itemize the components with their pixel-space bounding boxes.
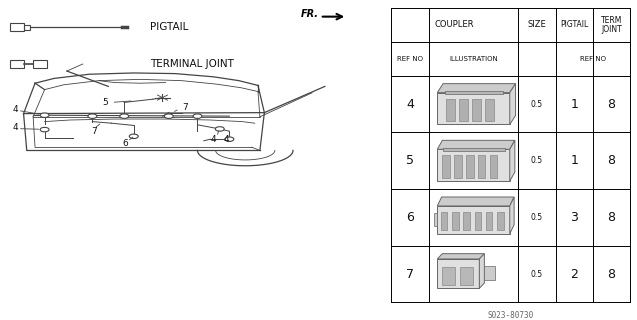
Bar (486, 212, 492, 230)
Text: 8: 8 (608, 154, 615, 167)
Text: S023-80730: S023-80730 (487, 311, 534, 320)
Bar (437, 149, 510, 181)
Bar (454, 156, 462, 178)
Bar (443, 148, 505, 150)
Text: 8: 8 (608, 211, 615, 224)
Text: REF NO: REF NO (397, 56, 423, 62)
Text: 4: 4 (13, 105, 18, 114)
Circle shape (88, 114, 97, 118)
Text: TERMINAL JOINT: TERMINAL JOINT (150, 59, 234, 69)
Bar (442, 267, 455, 285)
Text: 7: 7 (406, 268, 414, 281)
Circle shape (40, 127, 49, 132)
Bar (437, 259, 479, 288)
Text: 6: 6 (122, 139, 129, 148)
Text: SIZE: SIZE (527, 20, 546, 29)
Bar (485, 99, 494, 121)
Circle shape (40, 113, 49, 117)
Polygon shape (510, 197, 514, 234)
Bar (442, 156, 450, 178)
Polygon shape (437, 140, 515, 149)
Bar (478, 156, 485, 178)
Bar (472, 99, 481, 121)
Text: 5: 5 (102, 98, 108, 107)
Bar (24, 25, 30, 30)
Text: 5: 5 (406, 154, 414, 167)
Polygon shape (510, 140, 515, 181)
Text: 1: 1 (571, 154, 578, 167)
Bar (460, 267, 473, 285)
Text: 4: 4 (224, 135, 229, 144)
Circle shape (120, 114, 129, 118)
Polygon shape (437, 254, 484, 259)
Text: 6: 6 (406, 211, 414, 224)
Text: 8: 8 (608, 268, 615, 281)
Bar (475, 212, 481, 230)
Text: TERM
JOINT: TERM JOINT (601, 16, 622, 34)
Polygon shape (479, 254, 484, 288)
Text: 4: 4 (406, 98, 414, 110)
Bar (446, 99, 455, 121)
Text: 0.5: 0.5 (531, 156, 543, 165)
Circle shape (129, 134, 138, 139)
Bar (490, 156, 497, 178)
Text: PIGTAIL: PIGTAIL (561, 20, 589, 29)
Bar (10, 23, 24, 31)
Bar (441, 212, 447, 230)
Text: 7: 7 (91, 127, 97, 136)
Circle shape (193, 114, 202, 118)
Bar (445, 91, 503, 94)
Bar (10, 60, 24, 68)
Text: FR.: FR. (301, 9, 318, 19)
Text: 3: 3 (571, 211, 578, 224)
Text: 2: 2 (571, 268, 578, 281)
Polygon shape (510, 84, 515, 124)
Text: REF NO: REF NO (580, 56, 606, 62)
Circle shape (215, 127, 224, 131)
Bar (437, 206, 510, 234)
Text: 8: 8 (608, 98, 615, 110)
Text: 4: 4 (13, 124, 18, 132)
Bar (484, 266, 495, 280)
Circle shape (164, 114, 173, 118)
Circle shape (225, 137, 234, 141)
Text: COUPLER: COUPLER (434, 20, 474, 29)
Polygon shape (437, 197, 514, 206)
Bar (437, 92, 510, 124)
Text: PIGTAIL: PIGTAIL (150, 22, 188, 32)
Bar (497, 212, 504, 230)
Bar (33, 60, 47, 68)
Bar (459, 99, 468, 121)
Text: 0.5: 0.5 (531, 213, 543, 222)
Text: 0.5: 0.5 (531, 269, 543, 279)
Text: ILLUSTRATION: ILLUSTRATION (449, 56, 498, 62)
Text: 4: 4 (211, 135, 216, 144)
Text: 0.5: 0.5 (531, 100, 543, 108)
Bar (452, 212, 459, 230)
Polygon shape (437, 84, 515, 92)
Bar (434, 213, 437, 226)
Bar (466, 156, 473, 178)
Text: 7: 7 (182, 103, 188, 112)
Text: 1: 1 (571, 98, 578, 110)
Bar (463, 212, 470, 230)
